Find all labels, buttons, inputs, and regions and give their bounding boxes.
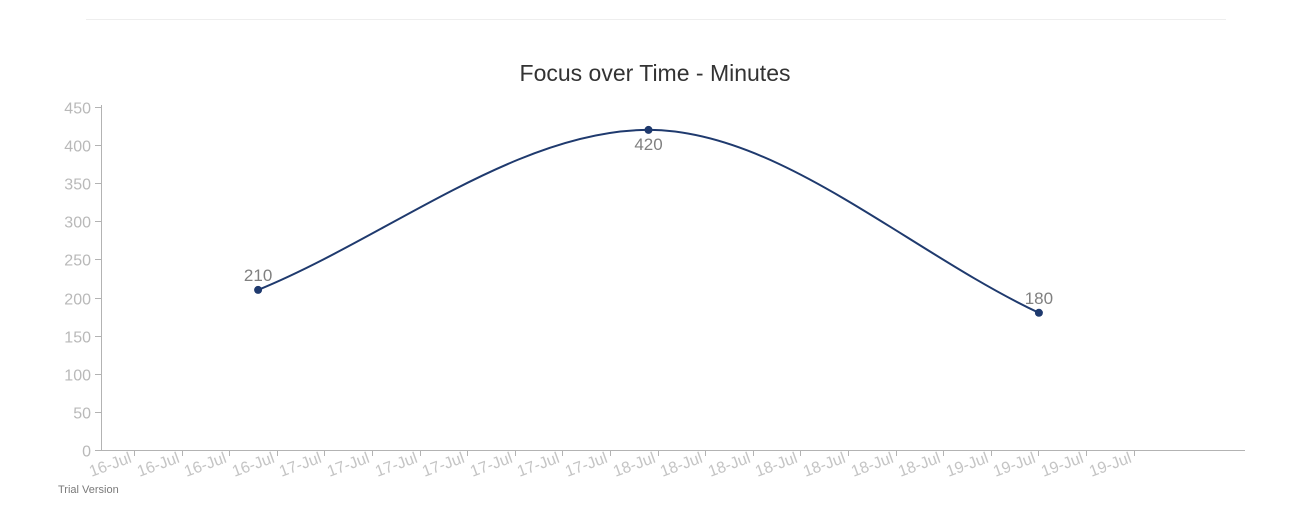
x-tick-label: 19-Jul (1087, 450, 1134, 481)
y-tick-label: 350 (64, 177, 91, 194)
data-point[interactable] (1034, 308, 1043, 317)
y-tick-label: 150 (64, 330, 91, 347)
y-axis: 0 50 100 150 200 250 300 350 400 450 (64, 101, 102, 461)
x-tick-label: 18-Jul (801, 450, 848, 481)
x-tick-label: 17-Jul (325, 450, 372, 481)
trial-watermark: Trial Version (58, 484, 119, 496)
x-tick-label: 17-Jul (515, 450, 562, 481)
y-tick-label: 250 (64, 253, 91, 270)
data-label: 210 (244, 266, 272, 285)
x-tick-label: 18-Jul (896, 450, 943, 481)
data-labels: 210 420 180 (244, 135, 1053, 308)
data-label: 420 (634, 135, 662, 154)
x-tick-label: 17-Jul (563, 450, 610, 481)
x-tick-label: 19-Jul (991, 450, 1038, 481)
x-tick-label: 17-Jul (420, 450, 467, 481)
series-line (257, 128, 1040, 314)
y-tick-label: 100 (64, 368, 91, 385)
x-axis: 16-Jul 16-Jul 16-Jul 16-Jul 17-Jul 17-Jul 17-J… (87, 450, 1245, 481)
x-tick-label: 19-Jul (944, 450, 991, 481)
x-tick-label: 16-Jul (230, 450, 277, 481)
x-tick-label: 18-Jul (611, 450, 658, 481)
x-tick-label: 16-Jul (87, 450, 134, 481)
data-point[interactable] (254, 285, 263, 294)
data-point[interactable] (644, 125, 653, 134)
data-label: 180 (1025, 289, 1053, 308)
x-tick-label: 18-Jul (753, 450, 800, 481)
y-tick-label: 300 (64, 215, 91, 232)
x-tick-label: 16-Jul (135, 450, 182, 481)
series-layer (254, 125, 1043, 317)
y-tick-label: 0 (82, 444, 91, 461)
x-tick-label: 16-Jul (182, 450, 229, 481)
x-tick-label: 17-Jul (468, 450, 515, 481)
chart-title: Focus over Time - Minutes (520, 60, 791, 86)
x-tick-label: 18-Jul (849, 450, 896, 481)
y-tick-label: 200 (64, 292, 91, 309)
x-tick-label: 18-Jul (706, 450, 753, 481)
y-tick-label: 50 (73, 406, 91, 423)
y-tick-label: 450 (64, 101, 91, 118)
x-tick-label: 19-Jul (1039, 450, 1086, 481)
y-tick-label: 400 (64, 139, 91, 156)
x-tick-label: 18-Jul (658, 450, 705, 481)
x-tick-label: 17-Jul (277, 450, 324, 481)
x-tick-label: 17-Jul (373, 450, 420, 481)
